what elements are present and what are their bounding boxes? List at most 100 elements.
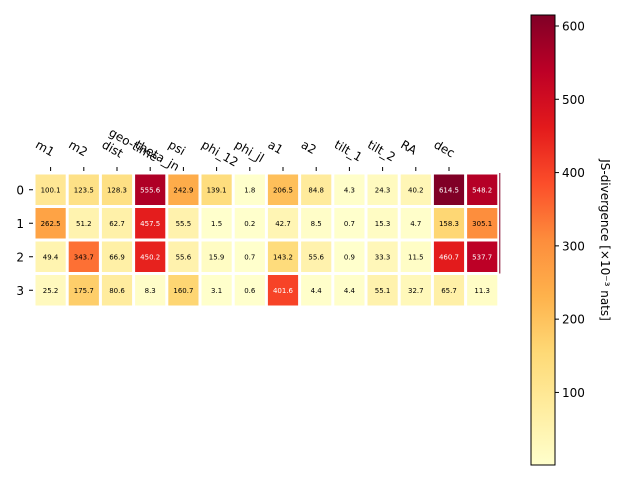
y-tick-label: 3 xyxy=(16,284,24,298)
x-tick-label: dec xyxy=(432,137,458,160)
heatmap-cell xyxy=(334,275,365,306)
heatmap-cell xyxy=(433,174,465,205)
cell-value-label: 42.7 xyxy=(275,220,291,228)
heatmap-cell xyxy=(168,241,199,272)
cell-value-label: 55.6 xyxy=(308,253,324,261)
heatmap-cell xyxy=(267,241,299,272)
cell-value-label: 25.2 xyxy=(43,287,59,295)
heatmap-cell xyxy=(467,208,498,239)
cell-value-label: 0.9 xyxy=(344,253,355,261)
heatmap-cell xyxy=(400,208,431,239)
cell-value-label: 51.2 xyxy=(76,220,92,228)
cell-value-label: 100.1 xyxy=(41,186,61,194)
cell-value-label: 33.3 xyxy=(375,253,391,261)
heatmap-cell xyxy=(433,208,465,239)
heatmap-cell xyxy=(400,275,431,306)
heatmap-cell xyxy=(234,275,265,306)
heatmap-cell xyxy=(68,208,99,239)
heatmap-cell xyxy=(400,241,431,272)
heatmap-cell xyxy=(101,275,133,306)
heatmap-cell xyxy=(334,241,365,272)
colorbar-label: JS-divergence [×10⁻³ nats] xyxy=(598,158,612,321)
heatmap-cell xyxy=(433,241,465,272)
colorbar-tick-label: 400 xyxy=(562,166,585,180)
cell-value-label: 4.4 xyxy=(344,287,356,295)
heatmap-cell xyxy=(334,208,365,239)
cell-value-label: 0.6 xyxy=(244,287,256,295)
cell-value-label: 160.7 xyxy=(173,287,193,295)
heatmap-cell xyxy=(135,241,166,272)
heatmap-cell xyxy=(68,241,99,272)
cell-value-label: 8.3 xyxy=(145,287,156,295)
colorbar-ticks: 100 200 300 400 500 600 xyxy=(555,19,585,400)
cell-value-label: 55.5 xyxy=(176,220,192,228)
cell-value-label: 460.7 xyxy=(439,253,459,261)
cell-value-label: 262.5 xyxy=(41,220,61,228)
heatmap-cell xyxy=(367,208,398,239)
heatmap-cell xyxy=(301,275,332,306)
cell-value-label: 66.9 xyxy=(109,253,125,261)
cell-value-label: 32.7 xyxy=(408,287,424,295)
heatmap-cell xyxy=(234,241,265,272)
cell-value-label: 8.5 xyxy=(311,220,322,228)
heatmap-cell xyxy=(301,208,332,239)
heatmap-cell xyxy=(301,241,332,272)
heatmap-cell xyxy=(433,275,465,306)
heatmap-cell xyxy=(35,241,66,272)
x-tick-label: phi_12 xyxy=(199,137,240,169)
cell-value-label: 305.1 xyxy=(472,220,492,228)
heatmap-cell xyxy=(35,174,66,205)
heatmap-cell xyxy=(367,174,398,205)
cell-value-label: 4.3 xyxy=(344,186,355,194)
heatmap-cell xyxy=(68,275,99,306)
heatmap-cell xyxy=(467,174,498,205)
cell-value-label: 15.9 xyxy=(209,253,225,261)
cell-value-label: 0.2 xyxy=(244,220,255,228)
heatmap-cell xyxy=(68,174,99,205)
cell-value-label: 158.3 xyxy=(439,220,459,228)
cell-value-label: 175.7 xyxy=(74,287,94,295)
cell-value-label: 343.7 xyxy=(74,253,94,261)
cell-value-label: 15.3 xyxy=(375,220,391,228)
cell-value-label: 40.2 xyxy=(408,186,424,194)
x-tick-label: m2 xyxy=(66,137,90,159)
cell-value-label: 84.8 xyxy=(308,186,324,194)
colorbar-tick-label: 100 xyxy=(562,386,585,400)
x-tick-label: m1 xyxy=(33,137,57,159)
cell-value-label: 457.5 xyxy=(140,220,160,228)
heatmap-cell xyxy=(101,208,133,239)
cell-value-label: 62.7 xyxy=(109,220,125,228)
heatmap-cell xyxy=(367,241,398,272)
cell-value-label: 128.3 xyxy=(107,186,127,194)
heatmap-cell xyxy=(201,208,232,239)
cell-value-label: 242.9 xyxy=(173,186,193,194)
x-tick-label: tilt_1 xyxy=(332,137,365,164)
cell-value-label: 548.2 xyxy=(472,186,492,194)
cell-value-label: 450.2 xyxy=(140,253,160,261)
heatmap-cell xyxy=(201,241,232,272)
cell-value-label: 80.6 xyxy=(109,287,125,295)
heatmap-cell xyxy=(135,174,166,205)
y-tick-label: 0 xyxy=(16,183,24,197)
heatmap-cell xyxy=(168,174,199,205)
colorbar: 100 200 300 400 500 600 JS-divergence [×10⁻³ … xyxy=(530,14,612,466)
cell-value-label: 143.2 xyxy=(273,253,293,261)
cell-value-label: 139.1 xyxy=(207,186,227,194)
heatmap-cell xyxy=(201,275,232,306)
heatmap-cell xyxy=(101,174,133,205)
heatmap-cell xyxy=(400,174,431,205)
heatmap-cell xyxy=(201,174,232,205)
cell-value-label: 55.1 xyxy=(375,287,391,295)
heatmap-cell xyxy=(35,208,66,239)
heatmap-cell xyxy=(168,208,199,239)
heatmap-cell xyxy=(467,275,498,306)
cell-value-label: 11.3 xyxy=(474,287,490,295)
x-tick-label: tilt_2 xyxy=(365,137,398,164)
cell-value-label: 614.5 xyxy=(439,186,459,194)
colorbar-tick-label: 600 xyxy=(562,19,585,33)
heatmap-cell xyxy=(367,275,398,306)
heatmap-cell xyxy=(101,241,133,272)
heatmap-cell xyxy=(334,174,365,205)
